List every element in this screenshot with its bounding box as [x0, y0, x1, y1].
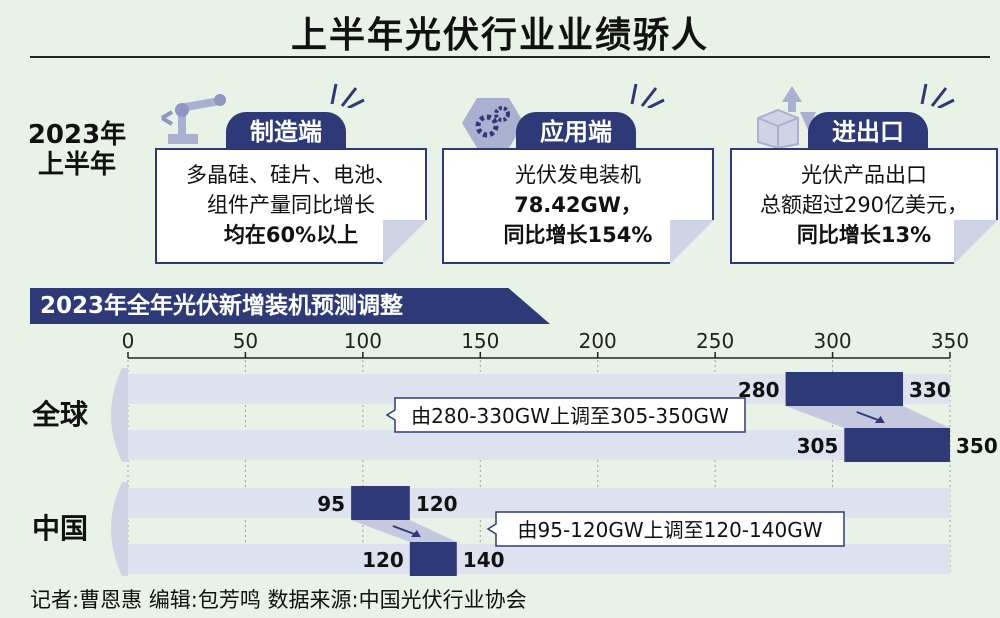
manufacturing-card: 多晶硅、硅片、电池、 组件产量同比增长 均在60%以上: [155, 148, 427, 264]
card-line: 均在60%以上: [223, 223, 359, 247]
range-start-label: 95: [317, 492, 345, 516]
application-heading: 应用端: [516, 112, 636, 152]
page-fold: [383, 220, 427, 264]
tick-label: 350: [931, 329, 969, 353]
card-line: 同比增长13%: [796, 223, 932, 247]
annotation-callout: [486, 511, 845, 547]
period-label-year: 2023年: [27, 120, 127, 150]
group-bracket: [111, 368, 128, 462]
tick-label: 50: [233, 329, 258, 353]
application-card: 光伏发电装机 78.42GW， 同比增长154%: [442, 148, 714, 264]
row-band: [128, 430, 950, 460]
annotation-text: 由280-330GW上调至305-350GW: [411, 404, 729, 428]
group-label: 中国: [32, 512, 88, 545]
group-bracket: [111, 482, 128, 576]
page-fold: [670, 220, 714, 264]
shift-arrow-head: [410, 530, 421, 537]
range-end-label: 140: [463, 548, 505, 572]
tick-label: 250: [696, 329, 734, 353]
annotation-callout: [385, 397, 746, 433]
row-band: [128, 544, 950, 574]
chart-title: 2023年全年光伏新增装机预测调整: [30, 288, 550, 324]
shift-arrow-head: [874, 416, 885, 423]
card-line: 光伏发电装机: [515, 163, 641, 187]
group-label: 全球: [31, 398, 89, 431]
card-line: 光伏产品出口: [801, 163, 927, 187]
highlight-lines-icon: [920, 83, 955, 108]
range-end-label: 350: [956, 434, 998, 458]
export-box-icon: [757, 86, 816, 148]
tick-label: 100: [344, 329, 382, 353]
trade-heading: 进出口: [808, 112, 928, 152]
credits: 记者:曹恩惠 编辑:包芳鸣 数据来源:中国光伏行业协会: [30, 588, 527, 612]
range-end-label: 120: [416, 492, 458, 516]
shift-arrow-icon: [392, 525, 418, 536]
trade-card: 光伏产品出口 总额超过290亿美元， 同比增长13%: [730, 148, 998, 264]
page-fold: [954, 220, 998, 264]
range-start-label: 120: [362, 548, 404, 572]
period-label-half: 上半年: [37, 150, 116, 180]
range-end-label: 330: [909, 378, 951, 402]
gears-icon: [462, 98, 524, 148]
card-line: 总额超过290亿美元，: [759, 193, 969, 217]
range-bar: [844, 428, 950, 462]
title-divider: [30, 56, 990, 58]
shift-arrow-icon: [856, 411, 882, 422]
annotation-text: 由95-120GW上调至120-140GW: [518, 518, 823, 542]
card-line: 78.42GW，: [514, 193, 642, 217]
robot-arm-icon: [160, 94, 226, 144]
tick-label: 150: [461, 329, 499, 353]
range-bar: [409, 542, 457, 576]
tick-label: 0: [122, 329, 135, 353]
card-line: 多晶硅、硅片、电池、: [186, 163, 396, 187]
page-title: 上半年光伏行业业绩骄人: [290, 15, 709, 56]
period-label: 2023年 上半年: [22, 120, 132, 180]
manufacturing-heading: 制造端: [226, 112, 346, 152]
card-line: 组件产量同比增长: [207, 193, 375, 217]
highlight-lines-icon: [630, 83, 665, 108]
range-start-label: 305: [797, 434, 839, 458]
range-bar: [785, 372, 904, 406]
tick-label: 200: [579, 329, 617, 353]
highlight-lines-icon: [330, 83, 365, 108]
range-bar: [351, 486, 410, 520]
tick-label: 300: [813, 329, 851, 353]
card-line: 同比增长154%: [503, 223, 653, 247]
